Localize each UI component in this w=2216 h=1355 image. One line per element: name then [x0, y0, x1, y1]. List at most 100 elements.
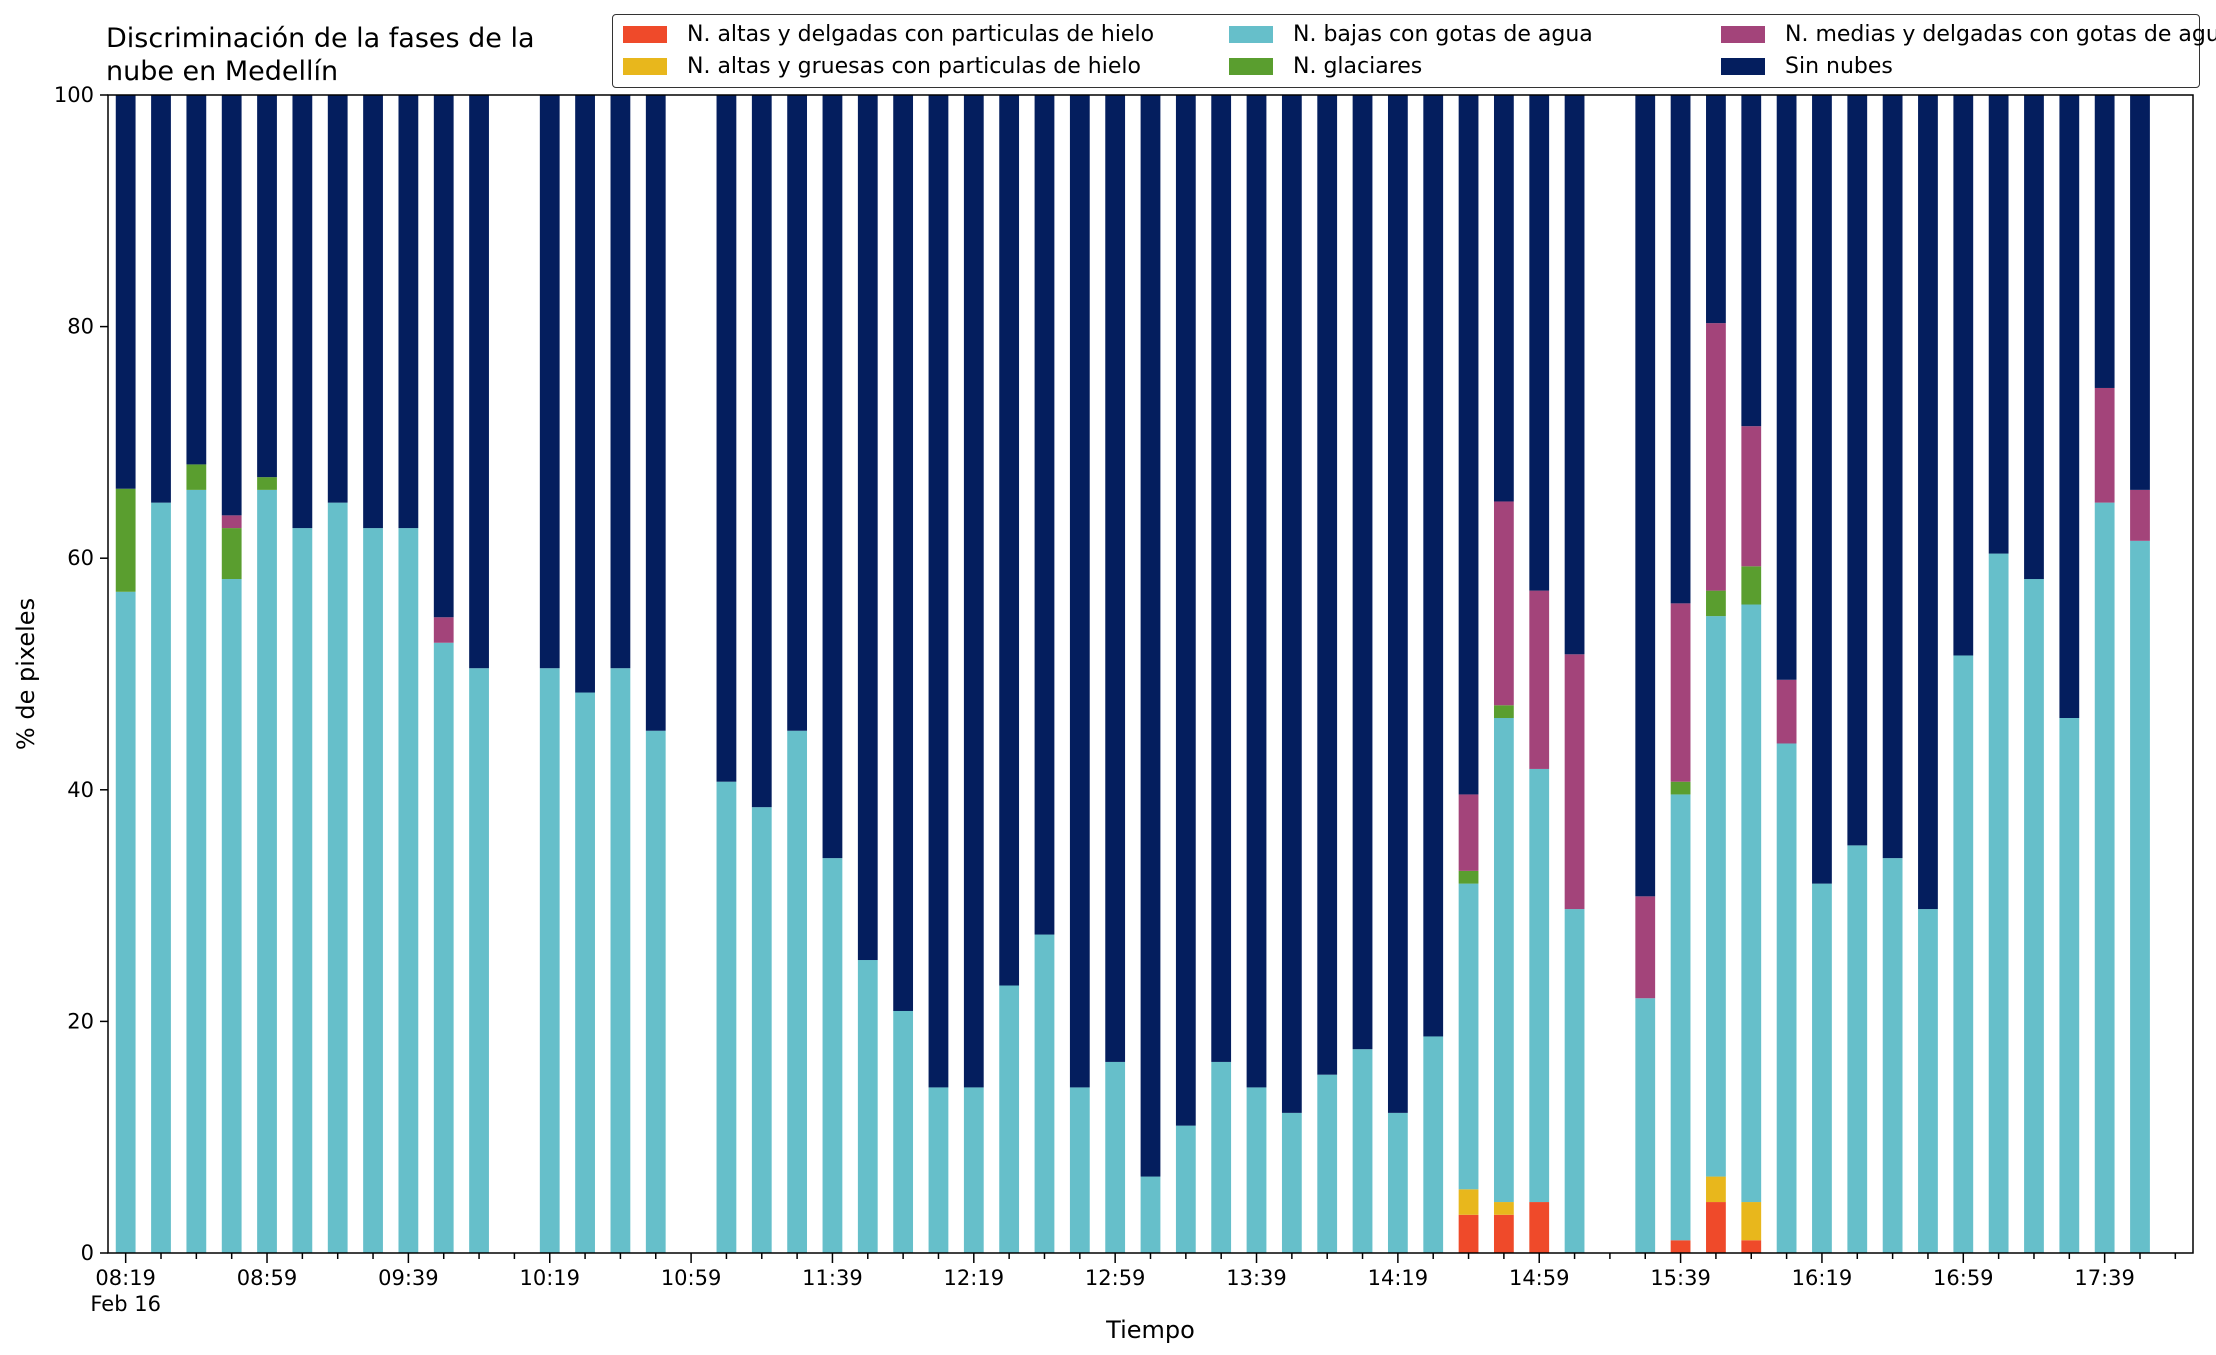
- y-tick-label: 0: [81, 1241, 94, 1265]
- bar-segment: [1564, 909, 1585, 1253]
- bar-segment: [1140, 1176, 1161, 1253]
- bar-segment: [2130, 540, 2150, 1253]
- bar-segment: [221, 528, 242, 580]
- y-axis-label: % de pixeles: [12, 598, 40, 750]
- bar-segment: [716, 781, 737, 1253]
- bar-stack: [893, 95, 914, 1253]
- x-date-label: Feb 16: [90, 1292, 161, 1316]
- bar-segment: [2130, 95, 2150, 490]
- x-axis-label: Tiempo: [1105, 1316, 1195, 1344]
- bar-segment: [151, 95, 171, 503]
- x-tick-label: 09:39: [378, 1266, 439, 1290]
- bar-segment: [1812, 883, 1832, 1253]
- bar-segment: [822, 858, 843, 1253]
- bar-segment: [1988, 553, 2009, 1253]
- bar-segment: [1352, 1049, 1373, 1253]
- legend-swatch: [1721, 25, 1765, 43]
- bar-stack: [292, 95, 313, 1253]
- bar-stack: [186, 95, 207, 1253]
- bar-stack: [716, 95, 737, 1253]
- bar-segment: [469, 95, 489, 669]
- bar-segment: [751, 95, 772, 808]
- bar-segment: [1706, 323, 1726, 591]
- bar-segment: [822, 95, 843, 859]
- bar-stack: [1918, 95, 1938, 1253]
- bar-segment: [1458, 794, 1479, 871]
- bar-segment: [1953, 655, 1974, 1253]
- bar-segment: [186, 489, 207, 1253]
- bar-segment: [1423, 1036, 1444, 1253]
- x-tick-label: 17:39: [2074, 1266, 2135, 1290]
- bar-segment: [1741, 1202, 1762, 1241]
- bar-segment: [893, 1010, 914, 1253]
- bar-segment: [1105, 95, 1126, 1062]
- bar-segment: [2024, 95, 2044, 580]
- y-tick-label: 20: [67, 1009, 94, 1033]
- bar-stack: [1847, 95, 1868, 1253]
- bar-segment: [1918, 909, 1938, 1253]
- bar-segment: [1635, 95, 1656, 897]
- bar-segment: [469, 668, 489, 1253]
- bar-segment: [1458, 1189, 1479, 1215]
- x-tick-label: 16:59: [1933, 1266, 1994, 1290]
- x-tick-label: 15:39: [1650, 1266, 1711, 1290]
- bar-segment: [1706, 1202, 1726, 1253]
- bar-segment: [1741, 95, 1762, 427]
- bar-segment: [1529, 768, 1550, 1203]
- bar-segment: [1741, 566, 1762, 605]
- bar-segment: [1387, 95, 1408, 1113]
- bar-stack: [610, 95, 631, 1253]
- bar-segment: [1105, 1061, 1126, 1253]
- bar-segment: [1175, 1125, 1196, 1253]
- bar-segment: [963, 95, 984, 1088]
- bar-stack: [1493, 95, 1514, 1253]
- bar-stack: [1246, 95, 1267, 1253]
- legend-label: N. medias y delgadas con gotas de agua: [1785, 21, 2216, 47]
- x-tick-label: 13:39: [1226, 1266, 1287, 1290]
- bar-stack: [645, 95, 666, 1253]
- bar-segment: [928, 1087, 949, 1253]
- bar-segment: [363, 95, 383, 529]
- bar-stack: [151, 95, 171, 1253]
- bar-stack: [115, 95, 136, 1253]
- bar-segment: [1458, 1214, 1479, 1253]
- legend-swatch: [623, 57, 667, 75]
- legend-item: N. medias y delgadas con gotas de agua: [1721, 19, 2216, 49]
- bar-stack: [2059, 95, 2080, 1253]
- bar-segment: [292, 95, 313, 529]
- bar-segment: [1281, 1112, 1302, 1253]
- legend-item: N. glaciares: [1229, 51, 1422, 81]
- legend: N. altas y delgadas con particulas de hi…: [612, 14, 2216, 88]
- bar-stack: [1140, 95, 1161, 1253]
- bar-segment: [1034, 95, 1055, 935]
- legend-label: N. glaciares: [1293, 53, 1423, 79]
- bar-segment: [1635, 896, 1656, 999]
- bar-segment: [221, 515, 242, 529]
- bar-stack: [1317, 95, 1338, 1253]
- legend-swatch: [1229, 25, 1273, 43]
- bar-segment: [1847, 95, 1868, 846]
- bar-stack: [1882, 95, 1903, 1253]
- bar-segment: [1140, 95, 1161, 1177]
- bar-segment: [1564, 654, 1585, 910]
- bar-segment: [1741, 1240, 1762, 1253]
- x-tick-label: 08:19: [95, 1266, 156, 1290]
- bar-segment: [1918, 95, 1938, 910]
- bar-segment: [1211, 1061, 1232, 1253]
- bar-segment: [292, 528, 313, 1253]
- chart-title: Discriminación de la fases de la nube en…: [106, 23, 535, 87]
- bar-segment: [151, 502, 171, 1253]
- bar-stack: [257, 95, 277, 1253]
- bar-segment: [115, 591, 136, 1253]
- bar-segment: [1246, 95, 1267, 1088]
- legend-label: N. altas y delgadas con particulas de hi…: [687, 21, 1155, 47]
- bar-segment: [433, 642, 454, 1253]
- legend-item: N. altas y delgadas con particulas de hi…: [623, 19, 1154, 49]
- bar-stack: [1706, 95, 1726, 1253]
- bar-segment: [1635, 998, 1656, 1253]
- bar-segment: [433, 95, 454, 618]
- bar-segment: [1882, 95, 1903, 859]
- bar-segment: [1988, 95, 2009, 554]
- x-tick-label: 11:39: [802, 1266, 863, 1290]
- bar-segment: [1564, 95, 1585, 655]
